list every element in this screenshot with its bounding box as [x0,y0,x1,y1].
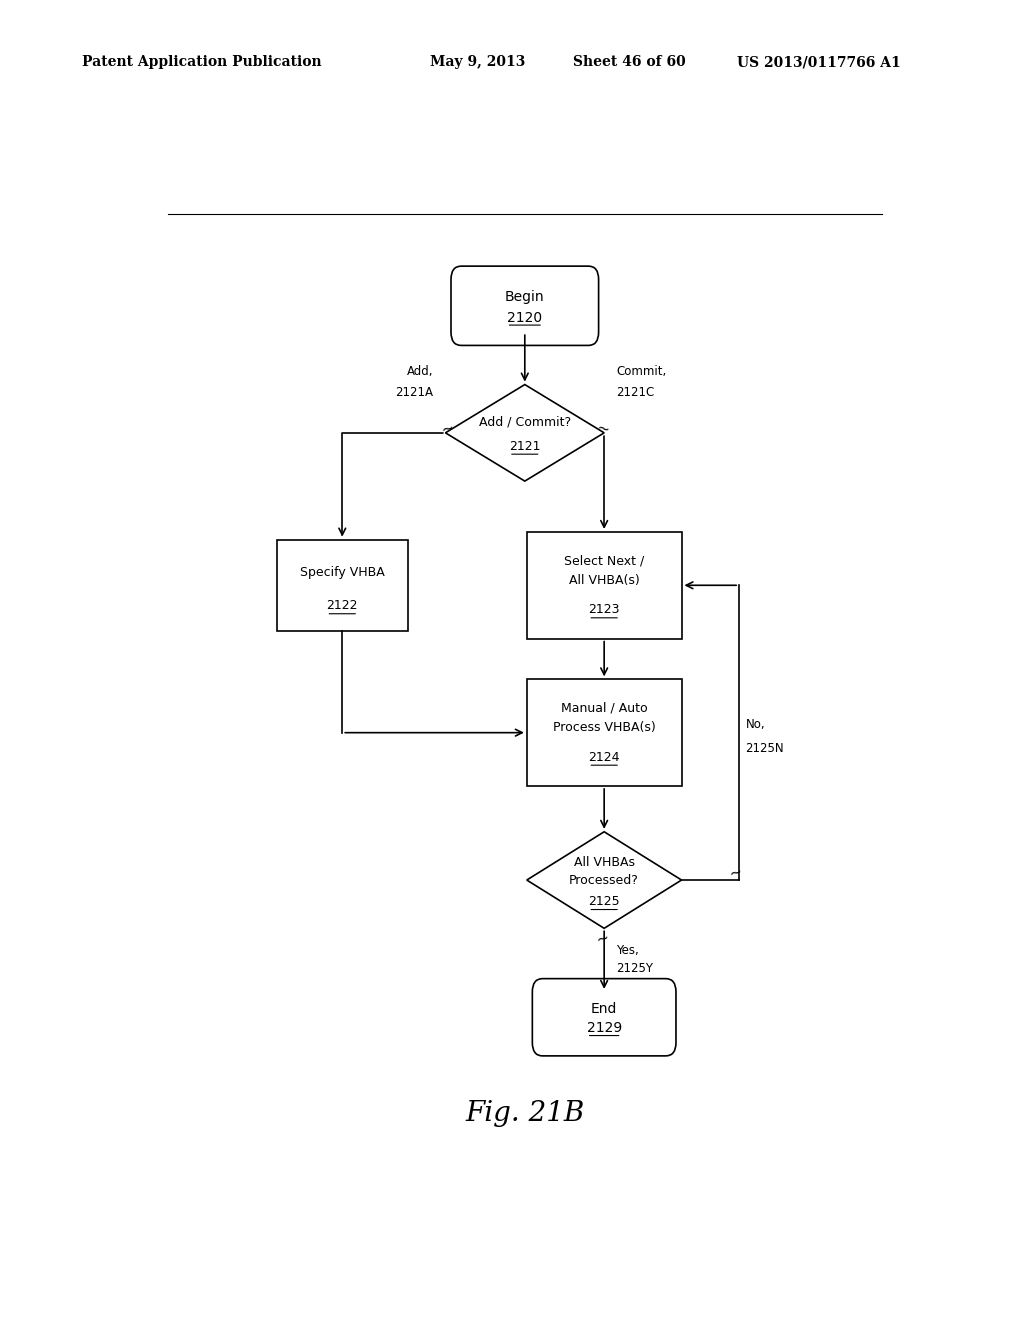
Text: Fig. 21B: Fig. 21B [465,1101,585,1127]
Text: Processed?: Processed? [569,874,639,887]
Text: 2122: 2122 [327,599,358,612]
Text: Commit,: Commit, [616,366,667,379]
Text: End: End [591,1002,617,1016]
Text: Yes,: Yes, [616,944,639,957]
Text: ~: ~ [439,420,455,438]
Text: Select Next /: Select Next / [564,554,644,568]
Text: May 9, 2013: May 9, 2013 [430,55,525,70]
Text: Patent Application Publication: Patent Application Publication [82,55,322,70]
Text: 2121: 2121 [509,440,541,453]
Text: 2125: 2125 [589,895,620,908]
Text: 2124: 2124 [589,751,620,763]
Text: 2125N: 2125N [745,742,784,755]
Text: 2121A: 2121A [395,385,433,399]
Text: ~: ~ [595,420,610,438]
Text: 2129: 2129 [587,1022,622,1035]
Text: All VHBA(s): All VHBA(s) [568,574,640,586]
Bar [526,532,682,639]
Bar [526,680,682,785]
Text: 2121C: 2121C [616,385,654,399]
FancyBboxPatch shape [451,267,599,346]
Text: Manual / Auto: Manual / Auto [561,702,647,714]
Text: No,: No, [745,718,765,731]
Text: Sheet 46 of 60: Sheet 46 of 60 [573,55,686,70]
FancyBboxPatch shape [532,978,676,1056]
Text: 2123: 2123 [589,603,620,616]
Text: Add,: Add, [407,366,433,379]
Text: Begin: Begin [505,289,545,304]
Text: 2125Y: 2125Y [616,962,653,975]
Text: 2120: 2120 [507,312,543,325]
Text: All VHBAs: All VHBAs [573,857,635,870]
Text: US 2013/0117766 A1: US 2013/0117766 A1 [737,55,901,70]
Text: Specify VHBA: Specify VHBA [300,565,385,578]
Text: ~: ~ [727,865,743,882]
Bar [276,540,408,631]
Text: ~: ~ [595,929,610,948]
Polygon shape [526,832,682,928]
Polygon shape [445,384,604,480]
Text: Process VHBA(s): Process VHBA(s) [553,721,655,734]
Text: Add / Commit?: Add / Commit? [479,416,570,428]
